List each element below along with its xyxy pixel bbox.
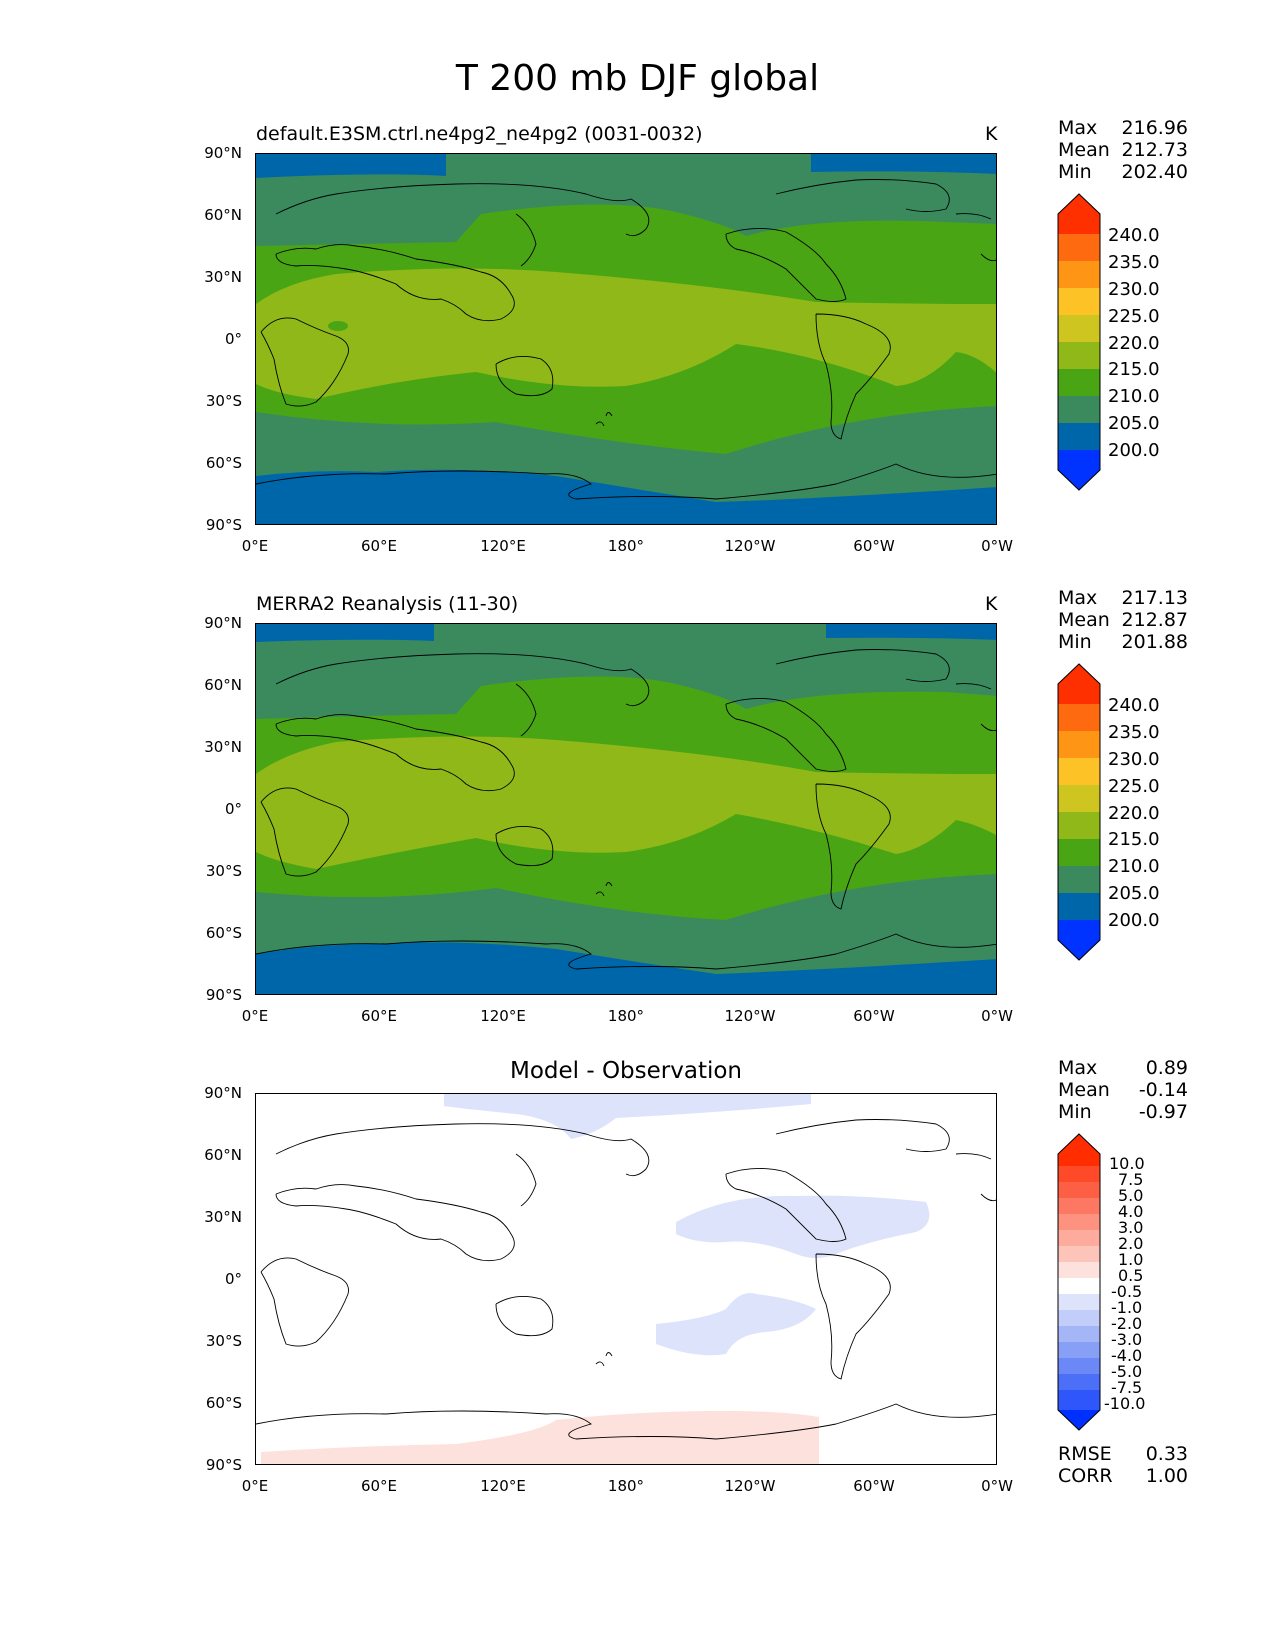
p1-cb-240: 240.0 [1108, 225, 1160, 246]
p3-cb-3: 3.0 [1118, 1218, 1144, 1237]
p3-cb-neg5: -5.0 [1111, 1362, 1143, 1381]
panel2-contour-map [256, 624, 996, 994]
figure-title: T 200 mb DJF global [455, 58, 820, 99]
panel3-title: Model - Observation [509, 1058, 743, 1084]
p3-cb-neg1: -1.0 [1111, 1298, 1143, 1317]
p2-cb-235: 235.0 [1108, 722, 1160, 743]
p2-cb-215: 215.0 [1108, 829, 1160, 850]
p2-cb-210: 210.0 [1108, 856, 1160, 877]
p3-lat-0: 0° [224, 1270, 242, 1288]
p3-cb-neg7-5: -7.5 [1111, 1378, 1143, 1397]
p3-cb-4: 4.0 [1118, 1202, 1144, 1221]
p3-lon-120e: 120°E [480, 1477, 526, 1495]
p2-lat-60n: 60°N [204, 676, 242, 694]
panel1-units: K [985, 123, 998, 145]
p1-lat-60s: 60°S [205, 454, 242, 472]
p2-lat-0: 0° [224, 800, 242, 818]
p2-cb-240: 240.0 [1108, 695, 1160, 716]
p1-lon-180: 180° [607, 537, 645, 555]
p1-lon-0w: 0°W [981, 537, 1013, 555]
p1-cb-200: 200.0 [1108, 440, 1160, 461]
p1-lat-0: 0° [224, 330, 242, 348]
p3-lon-120w: 120°W [724, 1477, 776, 1495]
p1-cb-235: 235.0 [1108, 252, 1160, 273]
panel2-map [255, 623, 997, 995]
p3-cb-1: 1.0 [1118, 1250, 1144, 1269]
panel1-contour-map [256, 154, 996, 524]
p1-lon-0e: 0°E [241, 537, 269, 555]
p3-cb-7-5: 7.5 [1118, 1170, 1144, 1189]
p1-cb-220: 220.0 [1108, 333, 1160, 354]
panel2-colorbar [1057, 663, 1101, 961]
panel3-difference-map [256, 1094, 996, 1464]
p3-lat-90s: 90°S [205, 1456, 242, 1474]
p3-cb-2: 2.0 [1118, 1234, 1144, 1253]
p3-cb-10: 10.0 [1109, 1154, 1145, 1173]
p1-lon-60e: 60°E [360, 537, 398, 555]
p2-cb-200: 200.0 [1108, 910, 1160, 931]
p3-lat-60n: 60°N [204, 1146, 242, 1164]
p1-cb-205: 205.0 [1108, 413, 1160, 434]
p3-cb-neg2: -2.0 [1111, 1314, 1143, 1333]
panel2-title: MERRA2 Reanalysis (11-30) [256, 593, 519, 615]
p1-lon-120e: 120°E [480, 537, 526, 555]
p3-lon-0w: 0°W [981, 1477, 1013, 1495]
panel2-units: K [985, 593, 998, 615]
p2-lat-90n: 90°N [204, 614, 242, 632]
p1-lat-90n: 90°N [204, 144, 242, 162]
p3-cb-neg10: -10.0 [1104, 1394, 1146, 1413]
p3-lat-30s: 30°S [205, 1332, 242, 1350]
panel3-colorbar [1057, 1133, 1101, 1431]
p3-lat-60s: 60°S [205, 1394, 242, 1412]
panel3-map [255, 1093, 997, 1465]
p3-cb-neg4: -4.0 [1111, 1346, 1143, 1365]
p1-lon-120w: 120°W [724, 537, 776, 555]
p3-cb-neg3: -3.0 [1111, 1330, 1143, 1349]
p3-lon-0e: 0°E [241, 1477, 269, 1495]
p2-lon-0e: 0°E [241, 1007, 269, 1025]
panel2-stats: Max 217.13 Mean 212.87 Min 201.88 [1058, 587, 1188, 653]
p2-lon-180: 180° [607, 1007, 645, 1025]
panel3-stats: Max 0.89 Mean -0.14 Min -0.97 [1058, 1057, 1188, 1123]
p2-lon-60w: 60°W [853, 1007, 895, 1025]
p1-cb-230: 230.0 [1108, 279, 1160, 300]
p1-cb-225: 225.0 [1108, 306, 1160, 327]
p1-lat-30s: 30°S [205, 392, 242, 410]
p1-cb-215: 215.0 [1108, 359, 1160, 380]
p3-lon-180: 180° [607, 1477, 645, 1495]
p1-cb-210: 210.0 [1108, 386, 1160, 407]
panel3-metrics: RMSE 0.33 CORR 1.00 [1058, 1443, 1188, 1487]
p2-cb-230: 230.0 [1108, 749, 1160, 770]
p3-cb-5: 5.0 [1118, 1186, 1144, 1205]
p3-cb-neg0-5: -0.5 [1111, 1282, 1143, 1301]
p1-lat-30n: 30°N [204, 268, 242, 286]
p3-cb-0-5: 0.5 [1118, 1266, 1144, 1285]
p2-cb-220: 220.0 [1108, 803, 1160, 824]
p2-lon-60e: 60°E [360, 1007, 398, 1025]
p2-lat-30n: 30°N [204, 738, 242, 756]
panel1-colorbar [1057, 193, 1101, 491]
p2-lat-60s: 60°S [205, 924, 242, 942]
p2-cb-205: 205.0 [1108, 883, 1160, 904]
p1-lat-60n: 60°N [204, 206, 242, 224]
panel1-map [255, 153, 997, 525]
p2-cb-225: 225.0 [1108, 776, 1160, 797]
p2-lon-120e: 120°E [480, 1007, 526, 1025]
p3-lon-60w: 60°W [853, 1477, 895, 1495]
p1-lat-90s: 90°S [205, 516, 242, 534]
p2-lat-30s: 30°S [205, 862, 242, 880]
p2-lat-90s: 90°S [205, 986, 242, 1004]
p3-lat-30n: 30°N [204, 1208, 242, 1226]
p3-lat-90n: 90°N [204, 1084, 242, 1102]
p2-lon-120w: 120°W [724, 1007, 776, 1025]
panel1-stats: Max 216.96 Mean 212.73 Min 202.40 [1058, 117, 1188, 183]
p1-lon-60w: 60°W [853, 537, 895, 555]
panel1-title: default.E3SM.ctrl.ne4pg2_ne4pg2 (0031-00… [256, 123, 703, 145]
p2-lon-0w: 0°W [981, 1007, 1013, 1025]
p3-lon-60e: 60°E [360, 1477, 398, 1495]
